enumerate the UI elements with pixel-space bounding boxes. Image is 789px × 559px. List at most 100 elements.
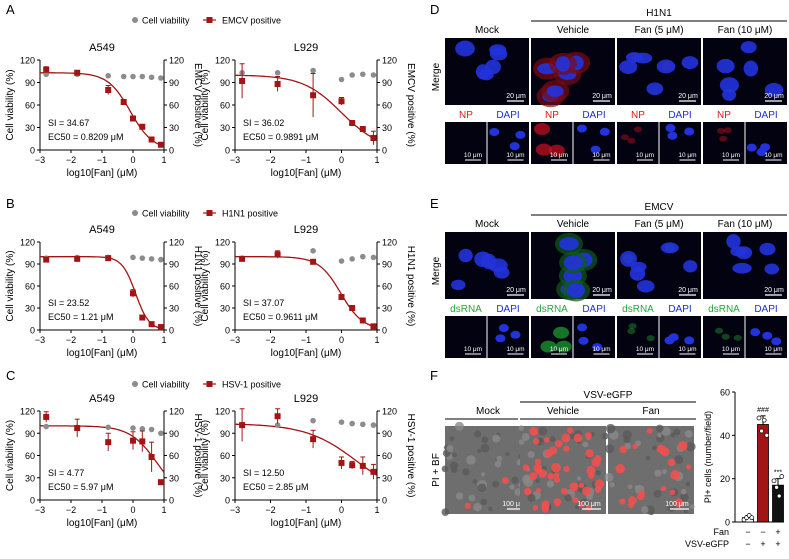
y-tick-label: 30 xyxy=(220,304,230,314)
y-tick-label: 120 xyxy=(215,238,230,248)
ec50-value: EC50 = 2.85 μM xyxy=(243,482,308,492)
x-tick-label: −3 xyxy=(35,505,45,515)
virus-label: H1N1 xyxy=(646,8,672,19)
legend-infection: HSV-1 positive xyxy=(222,380,281,390)
infection-point xyxy=(370,468,377,475)
chart-title: A549 xyxy=(89,224,115,236)
pi-bf-image: 100 μm xyxy=(604,423,696,515)
merge-image: 20 μm xyxy=(531,232,615,302)
bf-texture xyxy=(481,472,486,477)
bf-texture xyxy=(657,433,662,438)
bf-texture xyxy=(509,484,515,490)
nucleus xyxy=(590,145,601,154)
bf-texture xyxy=(582,441,589,448)
pi-positive-cell xyxy=(677,440,688,451)
y-tick-label-right: 30 xyxy=(382,473,392,483)
bf-texture xyxy=(441,465,449,473)
cell-viability-point xyxy=(349,72,355,78)
infection-point xyxy=(349,305,356,311)
cell-viability-point xyxy=(360,253,366,260)
bf-texture xyxy=(627,484,633,490)
x-tick-label: 1 xyxy=(161,155,166,165)
infection-point xyxy=(157,479,164,486)
cell-viability-point xyxy=(360,421,366,428)
legend-cell-viability: Cell viability xyxy=(142,16,190,26)
dapi-channel-image: 10 μm xyxy=(745,316,787,358)
stain-channel-image: 10 μm xyxy=(703,316,745,358)
cell-viability-point xyxy=(370,72,377,78)
infection-point xyxy=(148,136,155,143)
pi-positive-cell xyxy=(563,465,570,473)
significance-marker: *** xyxy=(774,470,782,477)
nucleus xyxy=(498,324,509,333)
scale-label: 10 μm xyxy=(592,346,610,353)
data-point xyxy=(759,428,764,434)
bf-texture xyxy=(645,455,651,461)
bf-texture xyxy=(505,452,510,457)
y-axis-label-left: Cell viability (%) xyxy=(5,420,16,491)
pi-positive-cell xyxy=(533,463,543,473)
cell-viability-point xyxy=(360,71,366,78)
pi-positive-cell xyxy=(667,458,676,467)
scale-label: 20 μm xyxy=(592,93,612,100)
scale-label: 20 μm xyxy=(678,287,698,294)
y-axis-label-right: H1N1 positive (%) xyxy=(405,246,416,327)
pi-positive-cell xyxy=(544,437,550,443)
stain-channel-image: 10 μm xyxy=(617,122,659,164)
pi-positive-cell xyxy=(554,440,563,448)
x-tick-label: 1 xyxy=(374,155,379,165)
ec50-value: EC50 = 5.97 μM xyxy=(48,482,113,492)
infection-point xyxy=(43,256,50,263)
bf-texture xyxy=(680,488,687,495)
bf-texture xyxy=(674,455,684,465)
infection-point xyxy=(338,459,345,466)
cell-signal xyxy=(534,122,551,135)
nucleus xyxy=(746,143,757,152)
cell-signal xyxy=(723,127,732,134)
column-label: Fan xyxy=(642,406,659,417)
fit-curve xyxy=(40,256,165,330)
microscopy-panel-micro_F: VSV-eGFP Mock Vehicle Fan PI + BF 100 μm 100 μ… xyxy=(431,390,696,516)
scale-label: 10 μm xyxy=(592,152,610,159)
ec50-value: EC50 = 0.8209 μM xyxy=(48,132,123,142)
ec50-value: EC50 = 0.9891 μM xyxy=(243,132,318,142)
y-tick-label-right: 90 xyxy=(169,78,179,88)
pi-positive-cell xyxy=(594,479,605,489)
nucleus xyxy=(578,336,589,345)
pi-positive-cell xyxy=(532,505,539,511)
y-tick-label-right: 90 xyxy=(382,260,392,270)
infection-point xyxy=(274,81,281,87)
cell-signal xyxy=(719,135,728,142)
infection-point xyxy=(239,78,246,84)
x-tick-label: −3 xyxy=(35,155,45,165)
infection-point xyxy=(74,425,81,432)
cell-viability-point xyxy=(310,417,316,424)
infection-point xyxy=(74,69,81,76)
x-tick-label: 1 xyxy=(161,505,166,515)
image-background xyxy=(617,122,659,164)
y-tick-label: 90 xyxy=(25,260,35,270)
y-tick-label-right: 30 xyxy=(382,123,392,133)
y-tick-label-right: 60 xyxy=(169,101,179,111)
x-tick-label: 0 xyxy=(130,335,135,345)
legend-cell-marker xyxy=(132,17,138,23)
merge-image: 20 μm xyxy=(703,232,787,299)
pi-positive-cell xyxy=(535,487,541,493)
legend-infection: EMCV positive xyxy=(222,16,281,26)
pi-positive-cell xyxy=(619,498,626,505)
cell-viability-point xyxy=(274,69,281,76)
merge-image: 20 μm xyxy=(445,38,529,105)
cell-viability-point xyxy=(43,71,49,78)
panel-letter-e: E xyxy=(430,196,439,211)
infection-point xyxy=(148,321,155,328)
nucleus xyxy=(559,237,579,251)
infection-point xyxy=(120,99,127,105)
x-tick-label: −2 xyxy=(66,335,76,345)
nucleus xyxy=(599,127,610,136)
y-tick-label: 0 xyxy=(30,496,35,506)
infection-point xyxy=(130,437,136,444)
nucleus xyxy=(485,59,501,75)
x-tick-label: −2 xyxy=(265,505,275,515)
